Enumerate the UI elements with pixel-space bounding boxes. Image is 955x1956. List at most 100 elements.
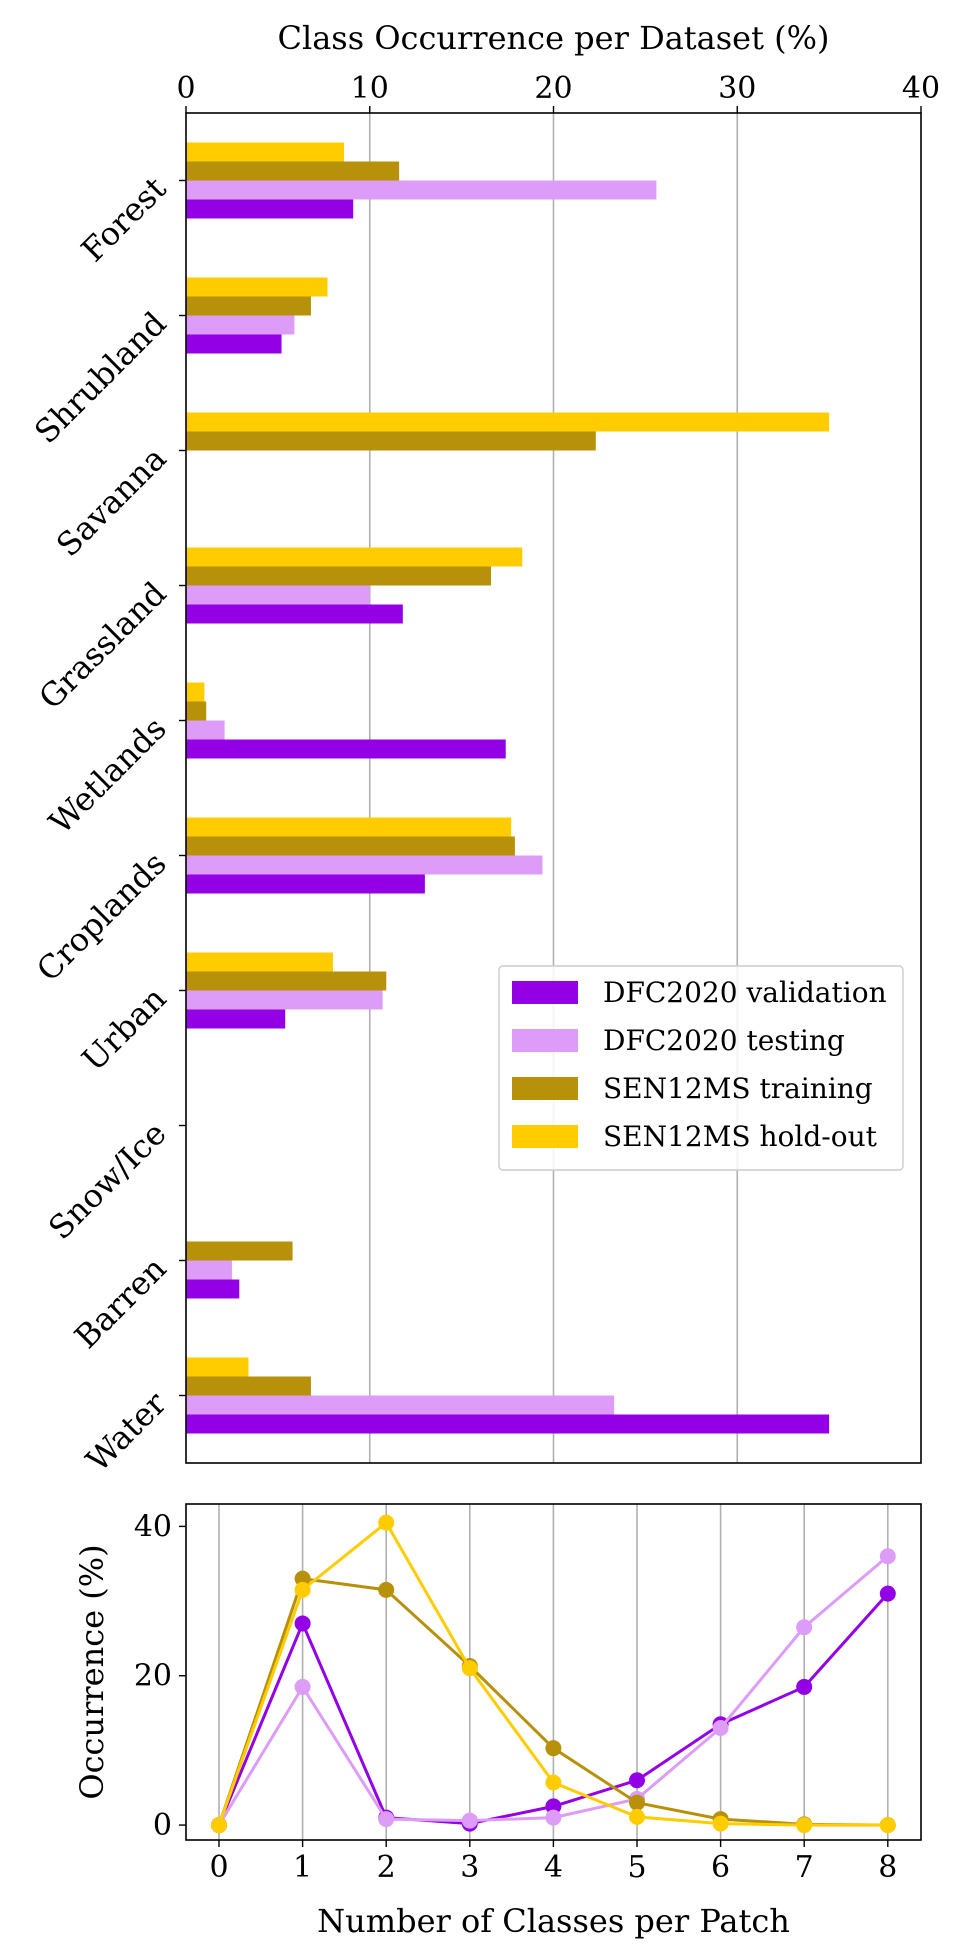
point-dfc2020-validation — [545, 1798, 562, 1815]
point-sen12ms-training — [294, 1570, 311, 1587]
point-sen12ms-hold-out — [545, 1774, 562, 1791]
point-dfc2020-testing — [461, 1812, 478, 1829]
line-chart-y-axis-title: Occurrence (%) — [73, 1544, 111, 1799]
bar-dfc2020-testing-barren — [186, 1260, 232, 1280]
bar-chart-x-axis-title: Class Occurrence per Dataset (%) — [278, 19, 830, 57]
point-sen12ms-hold-out — [378, 1514, 395, 1531]
bar-x-tick-label: 30 — [718, 71, 756, 106]
category-label-barren: Barren — [67, 1249, 174, 1356]
bar-chart-x-axis: 0 10 20 30 40 — [176, 71, 940, 113]
bar-sen12ms-training-shrubland — [186, 296, 311, 316]
legend: DFC2020 validation DFC2020 testing SEN12MS… — [498, 965, 904, 1171]
bar-sen12ms-training-croplands — [186, 836, 515, 856]
bar-sen12ms-hold-out-croplands — [186, 817, 512, 837]
point-dfc2020-testing — [712, 1720, 729, 1736]
bar-dfc2020-testing-urban — [186, 990, 383, 1010]
line-x-tick-label: 7 — [795, 1850, 814, 1885]
bar-dfc2020-validation-barren — [186, 1279, 240, 1299]
bar-dfc2020-validation-shrubland — [186, 334, 282, 354]
point-dfc2020-testing — [545, 1809, 562, 1826]
line-chart: 0 1 2 3 4 5 6 7 8 0 20 40 Number of Classes per Pa… — [73, 1503, 922, 1940]
point-sen12ms-hold-out — [294, 1581, 311, 1598]
point-dfc2020-validation — [879, 1585, 896, 1602]
point-sen12ms-hold-out — [712, 1815, 729, 1832]
point-dfc2020-validation — [796, 1678, 813, 1695]
bar-sen12ms-hold-out-savanna — [186, 412, 830, 432]
bar-x-tick-label: 10 — [351, 71, 389, 106]
legend-swatch-sen12ms-training — [512, 1077, 578, 1100]
legend-label-dfc2020-validation: DFC2020 validation — [603, 976, 887, 1009]
bar-chart-gridlines — [368, 113, 739, 1463]
point-sen12ms-training — [378, 1581, 395, 1598]
category-label-savanna: Savanna — [49, 439, 174, 564]
bar-dfc2020-testing-shrubland — [186, 315, 295, 335]
bar-dfc2020-validation-wetlands — [186, 739, 506, 759]
bar-x-tick-label: 0 — [176, 71, 195, 106]
bar-dfc2020-validation-croplands — [186, 874, 425, 894]
line-x-tick-label: 2 — [377, 1850, 396, 1885]
point-sen12ms-hold-out — [879, 1817, 896, 1834]
point-sen12ms-hold-out — [211, 1817, 227, 1834]
bar-dfc2020-validation-forest — [186, 199, 354, 219]
point-sen12ms-training — [629, 1794, 645, 1811]
line-chart-x-axis: 0 1 2 3 4 5 6 7 8 — [209, 1840, 897, 1885]
legend-box — [498, 965, 904, 1171]
legend-label-sen12ms-training: SEN12MS training — [603, 1072, 873, 1105]
line-x-tick-label: 5 — [627, 1850, 646, 1885]
point-dfc2020-testing — [879, 1548, 896, 1565]
legend-swatch-dfc2020-testing — [512, 1029, 578, 1052]
line-chart-x-axis-title: Number of Classes per Patch — [317, 1902, 790, 1940]
category-label-water: Water — [79, 1384, 174, 1479]
category-label-shrubland: Shrubland — [27, 304, 174, 451]
point-dfc2020-testing — [294, 1678, 311, 1695]
point-dfc2020-testing — [796, 1619, 813, 1636]
bar-chart-y-axis: Forest ShrublandSavannaGrasslandWetlandsC… — [27, 169, 186, 1479]
category-label-grassland: Grassland — [31, 574, 173, 716]
point-sen12ms-hold-out — [796, 1817, 813, 1834]
line-x-tick-label: 8 — [878, 1850, 897, 1885]
category-label-forest: Forest — [74, 169, 174, 269]
bar-sen12ms-training-wetlands — [186, 701, 207, 721]
legend-swatch-dfc2020-validation — [512, 981, 578, 1004]
legend-swatch-sen12ms-hold-out — [512, 1125, 578, 1148]
bar-dfc2020-testing-forest — [186, 180, 657, 200]
bar-sen12ms-hold-out-urban — [186, 952, 333, 972]
bar-sen12ms-training-barren — [186, 1241, 293, 1261]
bar-sen12ms-training-forest — [186, 161, 400, 181]
bar-sen12ms-hold-out-shrubland — [186, 277, 328, 297]
point-sen12ms-hold-out — [461, 1660, 478, 1677]
bar-sen12ms-hold-out-forest — [186, 142, 345, 162]
bar-sen12ms-training-urban — [186, 971, 387, 991]
bar-sen12ms-training-savanna — [186, 431, 596, 451]
bar-x-tick-label: 40 — [902, 71, 940, 106]
point-sen12ms-hold-out — [629, 1808, 645, 1825]
legend-label-sen12ms-hold-out: SEN12MS hold-out — [603, 1120, 878, 1153]
category-label-urban: Urban — [74, 979, 173, 1078]
category-label-snow-ice: Snow/Ice — [41, 1114, 174, 1247]
bar-dfc2020-testing-wetlands — [186, 720, 225, 740]
bar-dfc2020-testing-grassland — [186, 585, 370, 605]
bar-chart: 0 10 20 30 40 Forest ShrublandSavannaGrasslan… — [27, 19, 940, 1479]
bar-sen12ms-training-water — [186, 1376, 311, 1396]
category-label-wetlands: Wetlands — [41, 709, 173, 841]
line-x-tick-label: 0 — [209, 1850, 228, 1885]
point-sen12ms-training — [545, 1740, 562, 1757]
bar-x-tick-label: 20 — [534, 71, 572, 106]
bar-sen12ms-training-grassland — [186, 566, 492, 586]
bar-dfc2020-validation-urban — [186, 1009, 286, 1029]
point-dfc2020-testing — [378, 1811, 395, 1828]
line-x-tick-label: 6 — [711, 1850, 730, 1885]
line-x-tick-label: 3 — [460, 1850, 479, 1885]
point-dfc2020-validation — [629, 1772, 645, 1789]
line-chart-y-axis: 0 20 40 — [134, 1509, 186, 1843]
line-y-tick-label: 40 — [134, 1509, 172, 1544]
line-y-tick-label: 0 — [153, 1808, 172, 1843]
bar-dfc2020-validation-grassland — [186, 604, 403, 624]
line-x-tick-label: 1 — [293, 1850, 312, 1885]
bar-dfc2020-validation-water — [186, 1414, 830, 1434]
bar-dfc2020-testing-croplands — [186, 855, 543, 875]
bar-dfc2020-testing-water — [186, 1395, 615, 1415]
bar-chart-bars — [186, 142, 830, 1434]
